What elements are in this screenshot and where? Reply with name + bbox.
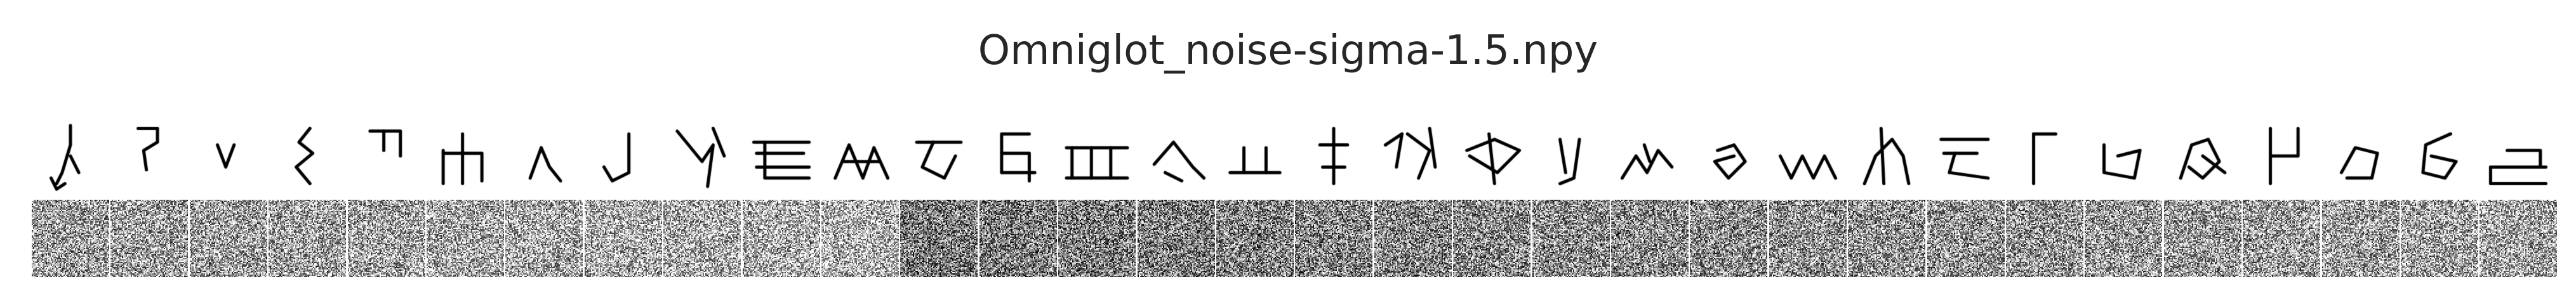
clean-glyph-image: [269, 117, 346, 195]
clean-glyph-image: [1138, 117, 1215, 195]
noisy-glyph-image: [900, 200, 978, 277]
clean-glyph-image: [2243, 117, 2320, 195]
clean-glyph-image: [585, 117, 662, 195]
noisy-glyph-image: [1927, 200, 2005, 277]
noisy-glyph-image: [505, 200, 583, 277]
noisy-glyph-image: [110, 200, 188, 277]
sample-grid: [32, 117, 2558, 279]
noisy-glyph-image: [1611, 200, 1689, 277]
noisy-glyph-image: [663, 200, 741, 277]
noisy-glyph-image: [1058, 200, 1136, 277]
clean-glyph-image: [2164, 117, 2241, 195]
noisy-glyph-image: [1690, 200, 1767, 277]
noisy-glyph-image: [1453, 200, 1530, 277]
clean-glyph-image: [2085, 117, 2162, 195]
noisy-glyph-image: [1374, 200, 1452, 277]
clean-glyph-image: [2401, 117, 2478, 195]
clean-glyph-image: [2006, 117, 2083, 195]
clean-glyph-image: [1295, 117, 1372, 195]
noisy-glyph-image: [2085, 200, 2162, 277]
noisy-glyph-image: [1138, 200, 1215, 277]
noisy-glyph-image: [2322, 200, 2400, 277]
noisy-glyph-image: [269, 200, 346, 277]
noisy-glyph-image: [585, 200, 662, 277]
clean-glyph-image: [900, 117, 978, 195]
clean-glyph-image: [348, 117, 425, 195]
noisy-glyph-image: [979, 200, 1057, 277]
clean-glyph-image: [32, 117, 109, 195]
clean-glyph-image: [1453, 117, 1530, 195]
clean-glyph-image: [505, 117, 583, 195]
clean-glyph-image: [2480, 117, 2557, 195]
clean-glyph-image: [821, 117, 899, 195]
clean-glyph-image: [1216, 117, 1294, 195]
noisy-glyph-image: [2006, 200, 2083, 277]
noisy-glyph-image: [1216, 200, 1294, 277]
clean-glyph-image: [2322, 117, 2400, 195]
noisy-glyph-image: [32, 200, 109, 277]
noisy-glyph-image: [2243, 200, 2320, 277]
clean-glyph-image: [110, 117, 188, 195]
clean-glyph-image: [190, 117, 267, 195]
noisy-glyph-image: [2480, 200, 2557, 277]
noisy-glyph-image: [2401, 200, 2478, 277]
clean-glyph-image: [1532, 117, 1610, 195]
noisy-glyph-image: [1532, 200, 1610, 277]
clean-glyph-image: [1374, 117, 1452, 195]
clean-glyph-image: [1611, 117, 1689, 195]
noisy-glyph-image: [190, 200, 267, 277]
clean-glyph-image: [1927, 117, 2005, 195]
clean-glyph-image: [1848, 117, 1925, 195]
noisy-glyph-image: [427, 200, 504, 277]
noisy-glyph-image: [743, 200, 820, 277]
noisy-glyph-image: [821, 200, 899, 277]
clean-glyph-image: [743, 117, 820, 195]
clean-glyph-image: [663, 117, 741, 195]
clean-glyph-image: [1769, 117, 1847, 195]
noisy-glyph-image: [1295, 200, 1372, 277]
clean-glyph-image: [427, 117, 504, 195]
clean-glyph-image: [1690, 117, 1767, 195]
noisy-glyph-image: [2164, 200, 2241, 277]
figure-title: Omniglot_noise-sigma-1.5.npy: [0, 25, 2576, 76]
noisy-glyph-image: [348, 200, 425, 277]
clean-glyph-image: [1058, 117, 1136, 195]
clean-glyph-image: [979, 117, 1057, 195]
noisy-glyph-image: [1769, 200, 1847, 277]
noisy-glyph-image: [1848, 200, 1925, 277]
